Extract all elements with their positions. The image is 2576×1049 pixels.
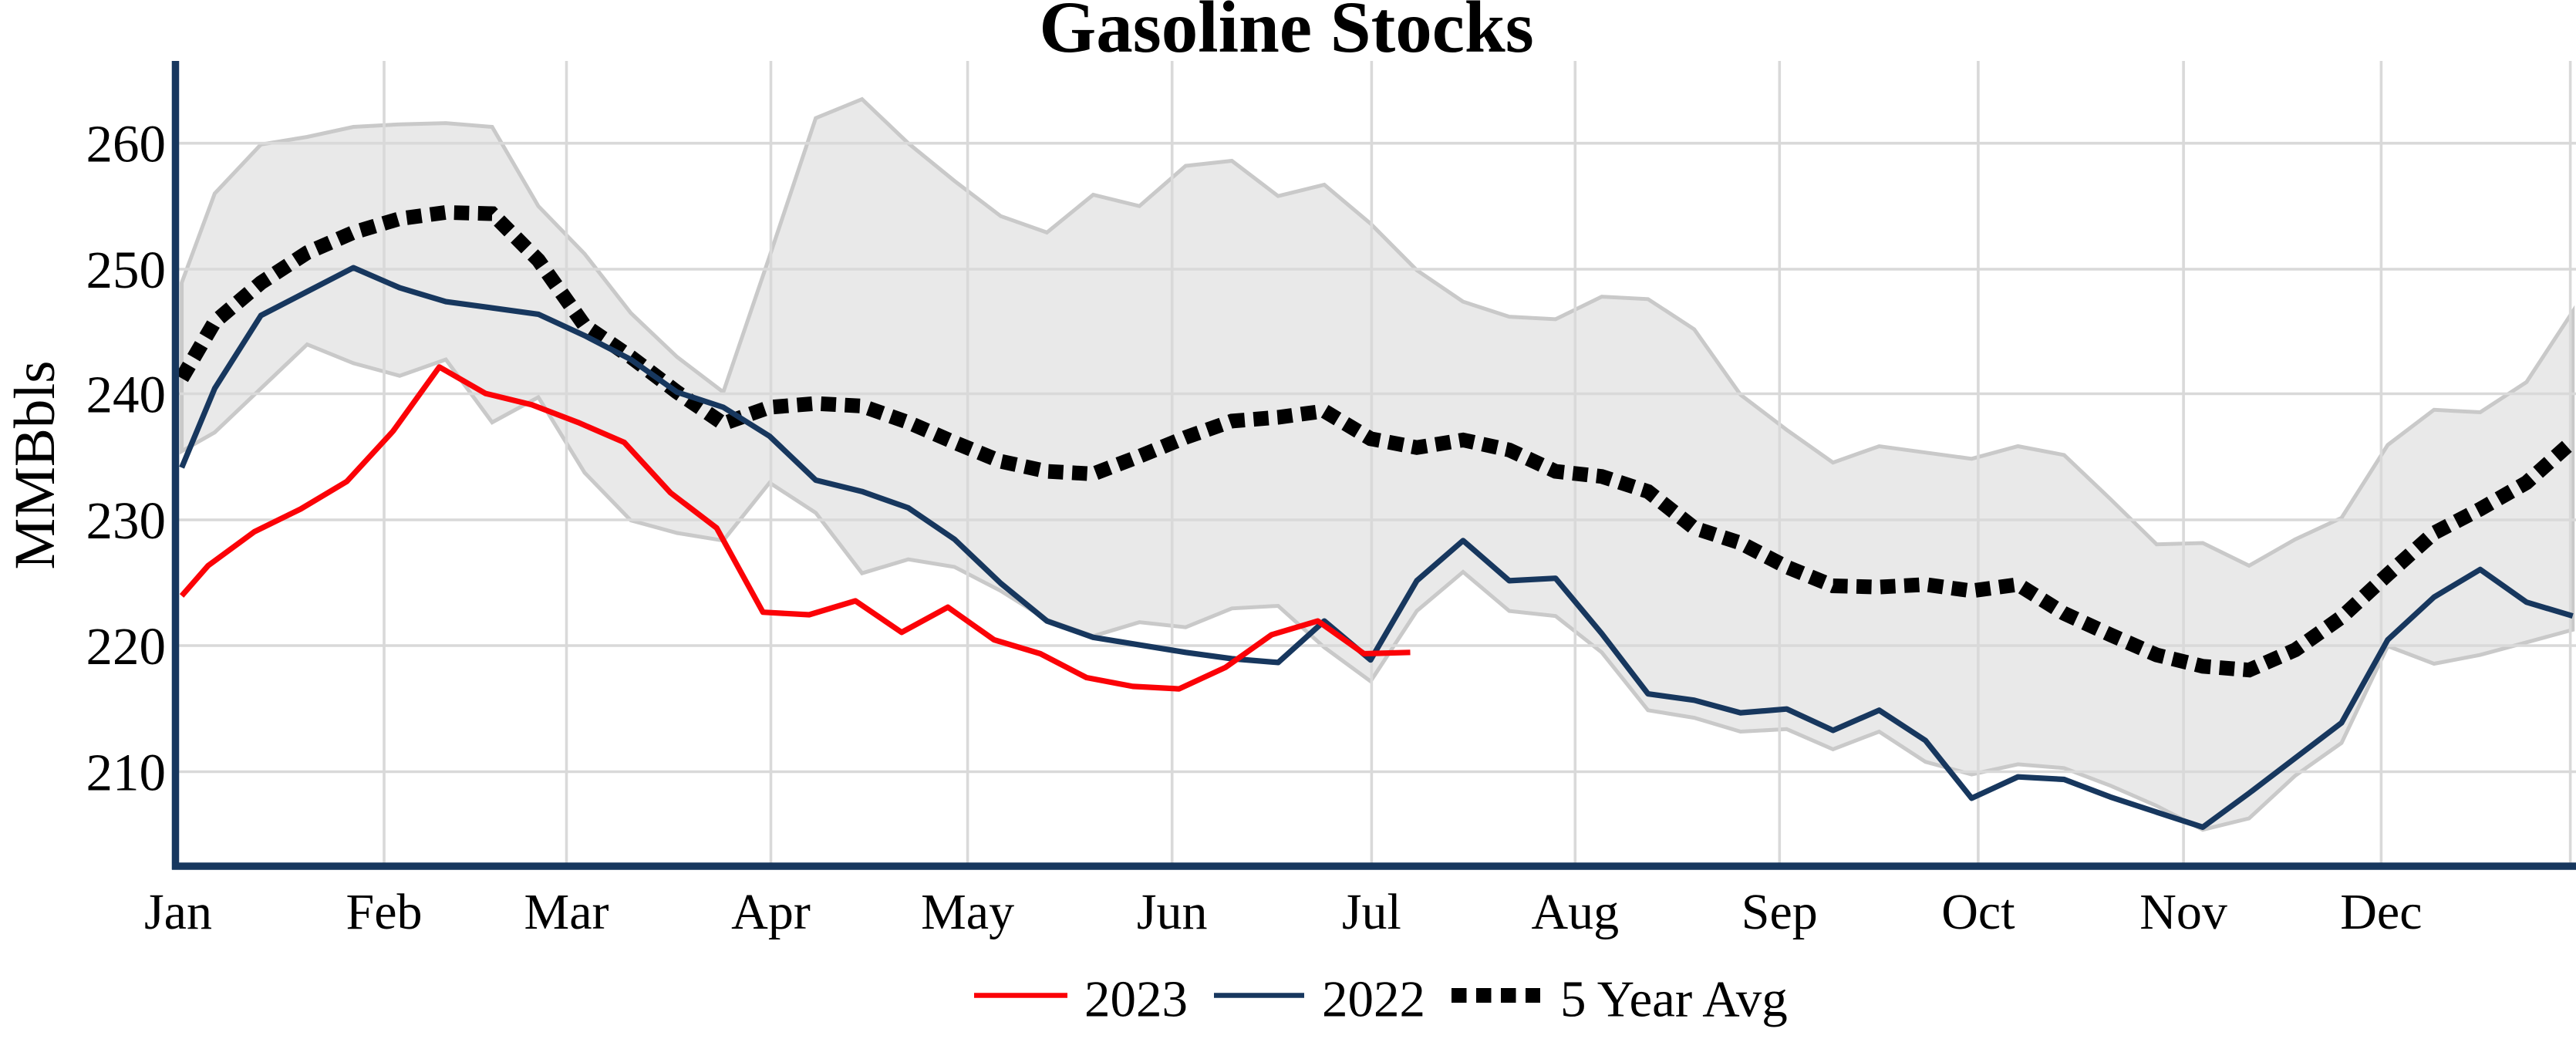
svg-text:MMBbls: MMBbls <box>3 361 67 570</box>
svg-text:Jan: Jan <box>144 884 212 940</box>
svg-text:250: 250 <box>86 241 167 299</box>
svg-text:Jun: Jun <box>1137 884 1208 940</box>
svg-text:May: May <box>921 884 1014 940</box>
svg-text:Sep: Sep <box>1741 884 1818 940</box>
svg-text:Apr: Apr <box>731 884 811 940</box>
svg-text:260: 260 <box>86 115 167 174</box>
svg-text:2023: 2023 <box>1084 971 1188 1028</box>
svg-text:Mar: Mar <box>524 884 609 940</box>
svg-text:240: 240 <box>86 366 167 424</box>
svg-text:Nov: Nov <box>2139 884 2227 940</box>
svg-text:Dec: Dec <box>2340 884 2422 940</box>
svg-text:Gasoline Stocks: Gasoline Stocks <box>1039 0 1533 68</box>
svg-text:5 Year Avg: 5 Year Avg <box>1560 971 1788 1028</box>
svg-text:2022: 2022 <box>1322 971 1425 1028</box>
svg-text:Jul: Jul <box>1342 884 1401 940</box>
svg-text:Aug: Aug <box>1531 884 1619 940</box>
svg-text:Feb: Feb <box>346 884 423 940</box>
svg-text:Oct: Oct <box>1941 884 2015 940</box>
svg-text:220: 220 <box>86 617 167 676</box>
svg-text:230: 230 <box>86 491 167 550</box>
svg-text:210: 210 <box>86 744 167 802</box>
